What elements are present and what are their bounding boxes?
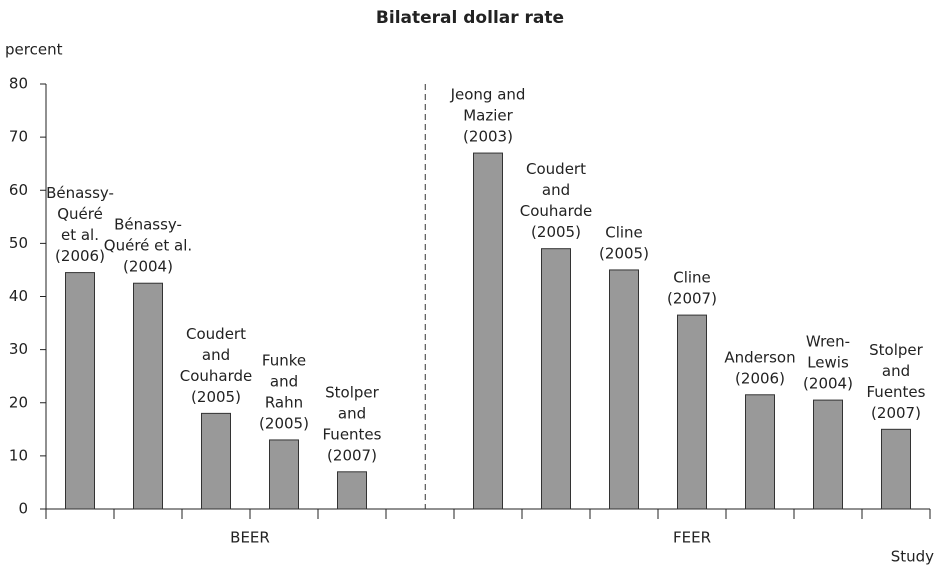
bar-label: Quéré et al.	[104, 237, 192, 255]
bar-label: (2005)	[191, 388, 241, 406]
y-tick-label: 50	[9, 234, 28, 252]
bar-label: (2007)	[667, 290, 717, 308]
bar-label: Coudert	[526, 160, 586, 178]
bar-label: (2004)	[123, 258, 173, 276]
bar-label: Jeong and	[450, 86, 526, 104]
bar	[813, 399, 843, 510]
bar-label: Bénassy-	[46, 184, 114, 202]
bar-label: Bénassy-	[114, 216, 182, 234]
bar-label: Fuentes	[323, 425, 382, 443]
bar-label: Lewis	[807, 354, 849, 372]
x-axis-label: Study	[891, 548, 934, 566]
bar	[337, 471, 367, 510]
y-tick-label: 60	[9, 181, 28, 199]
bar-label: and	[338, 404, 366, 422]
bar-label: Stolper	[869, 341, 923, 359]
group-label: BEER	[230, 529, 270, 547]
y-tick-label: 0	[18, 500, 28, 518]
bar	[133, 282, 163, 510]
bar-label: Quéré	[57, 205, 103, 223]
y-tick-label: 80	[9, 75, 28, 93]
bar-label: (2005)	[259, 414, 309, 432]
bar-label: Rahn	[265, 393, 303, 411]
bar	[269, 439, 299, 510]
bar	[881, 428, 911, 510]
bar-label: Cline	[673, 269, 711, 287]
bar-label: Couharde	[180, 367, 253, 385]
bar-label: Fuentes	[867, 383, 926, 401]
bar	[745, 394, 775, 510]
bar-label: Funke	[262, 351, 306, 369]
bar-label: (2003)	[463, 128, 513, 146]
y-tick-label: 20	[9, 393, 28, 411]
bar-label: Wren-	[806, 333, 850, 351]
bar-label: and	[882, 362, 910, 380]
bar	[609, 269, 639, 510]
bar-label: and	[202, 346, 230, 364]
bar-label: (2006)	[735, 369, 785, 387]
bar	[677, 314, 707, 510]
bar-label: Cline	[605, 223, 643, 241]
bar-label: and	[542, 181, 570, 199]
bar	[201, 412, 231, 510]
y-tick-label: 40	[9, 287, 28, 305]
y-tick-label: 70	[9, 128, 28, 146]
bar-label: (2004)	[803, 375, 853, 393]
bar-label: Couharde	[520, 202, 593, 220]
y-tick-label: 10	[9, 446, 28, 464]
bar-label: (2005)	[599, 244, 649, 262]
bar	[65, 272, 95, 510]
bar-label: (2007)	[871, 404, 921, 422]
bar-label: (2005)	[531, 223, 581, 241]
y-axis-label: percent	[5, 41, 63, 59]
bar-label: and	[270, 372, 298, 390]
chart-title: Bilateral dollar rate	[376, 8, 564, 28]
bar	[541, 248, 571, 510]
bar-label: Stolper	[325, 383, 379, 401]
bar-label: Coudert	[186, 325, 246, 343]
bar-label: et al.	[61, 226, 99, 244]
bar	[473, 152, 503, 510]
bar-label: (2006)	[55, 247, 105, 265]
group-label: FEER	[673, 529, 711, 547]
bar-label: Anderson	[724, 348, 795, 366]
bar-label: (2007)	[327, 446, 377, 464]
y-tick-label: 30	[9, 340, 28, 358]
bar-label: Mazier	[463, 107, 513, 125]
